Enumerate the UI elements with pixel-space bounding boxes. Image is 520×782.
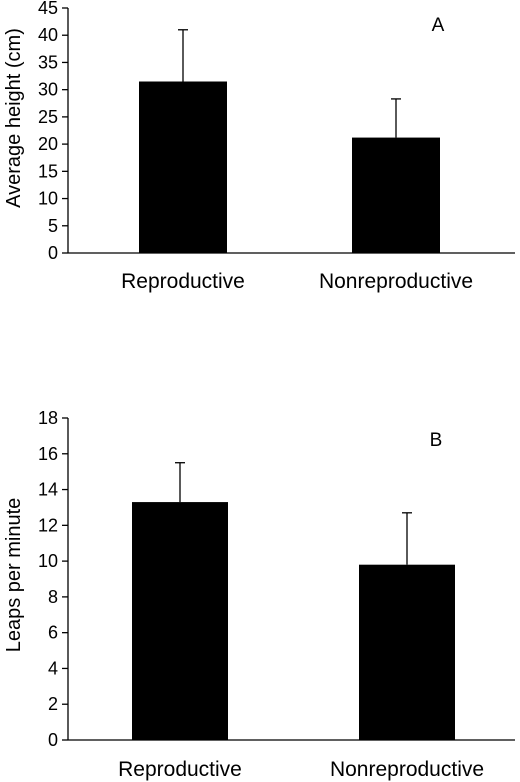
y-tick-label: 0 [48, 243, 58, 263]
y-axis-title: Average height (cm) [3, 28, 25, 208]
category-label: Nonreproductive [330, 758, 484, 781]
y-tick-label: 35 [38, 52, 58, 72]
y-tick-label: 18 [38, 408, 58, 428]
panel-letter: B [430, 430, 443, 451]
y-tick-label: 12 [38, 515, 58, 535]
y-tick-label: 5 [48, 216, 58, 236]
bars [139, 81, 440, 253]
bar-reproductive [132, 502, 228, 740]
bar-reproductive [139, 81, 227, 253]
y-tick-label: 20 [38, 134, 58, 154]
y-ticks: 0 5 10 15 20 25 30 35 40 45 [38, 0, 68, 263]
y-tick-label: 14 [38, 480, 58, 500]
y-tick-label: 16 [38, 444, 58, 464]
y-ticks: 0 2 4 6 8 10 12 14 16 18 [38, 408, 68, 750]
bars [132, 502, 455, 740]
y-axis-title: Leaps per minute [3, 498, 25, 653]
category-label: Nonreproductive [319, 270, 473, 293]
y-tick-label: 0 [48, 730, 58, 750]
category-label: Reproductive [118, 758, 242, 781]
bar-nonreproductive [352, 137, 440, 253]
y-tick-label: 25 [38, 107, 58, 127]
error-bars [178, 29, 401, 138]
panel-letter: A [432, 15, 445, 36]
category-labels: Reproductive Nonreproductive [118, 758, 484, 781]
y-tick-label: 10 [38, 189, 58, 209]
category-labels: Reproductive Nonreproductive [121, 270, 473, 293]
y-tick-label: 15 [38, 161, 58, 181]
chart-panel-b: 0 2 4 6 8 10 12 14 16 18 Reproductive Nonreproduct… [3, 408, 515, 781]
y-tick-label: 40 [38, 25, 58, 45]
y-tick-label: 4 [48, 658, 58, 678]
y-tick-label: 30 [38, 80, 58, 100]
bar-nonreproductive [359, 564, 455, 740]
y-tick-label: 6 [48, 623, 58, 643]
y-tick-label: 45 [38, 0, 58, 18]
chart-panel-a: 0 5 10 15 20 25 30 35 40 45 Reproductive Nonreprod… [3, 0, 515, 293]
error-bars [175, 462, 412, 565]
y-tick-label: 10 [38, 551, 58, 571]
y-tick-label: 8 [48, 587, 58, 607]
y-tick-label: 2 [48, 694, 58, 714]
category-label: Reproductive [121, 270, 245, 293]
